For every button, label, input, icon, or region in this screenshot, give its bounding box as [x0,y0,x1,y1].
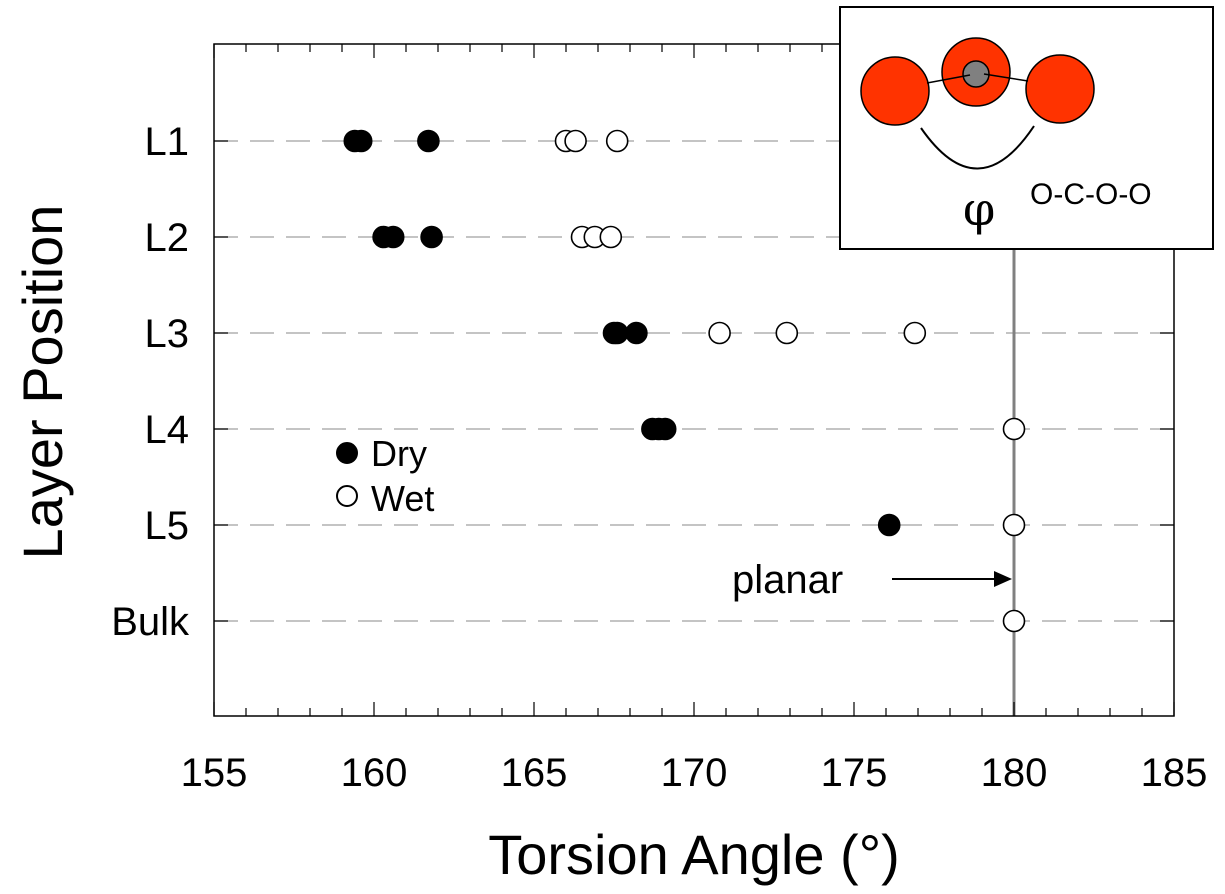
wet-point-bulk-11 [1002,609,1026,633]
legend-dry-label: Dry [371,433,427,474]
wet-point-l4-9 [1002,417,1026,441]
phi-symbol: φ [963,182,995,236]
wet-point-l1-1 [564,129,587,153]
x-tick-label-175: 175 [821,751,888,795]
dry-point-l1-2 [417,129,440,153]
x-tick-label-165: 165 [501,751,568,795]
dry-point-l4-11 [653,417,677,441]
y-category-label-l5: L5 [145,504,190,548]
wet-point-l3-6 [708,321,731,345]
wet-point-l3-7 [775,321,799,345]
legend-wet-label: Wet [371,478,434,519]
dry-point-l3-8 [625,321,648,345]
x-axis-title: Torsion Angle (°) [488,823,899,886]
wet-point-l2-5 [599,225,623,249]
dry-point-l3-7 [605,321,629,345]
carbon-atom [962,60,990,88]
bond-right [983,73,1029,82]
wet-point-l5-10 [1002,513,1026,537]
y-axis-title: Layer Position [11,205,74,560]
y-category-label-l4: L4 [145,408,190,452]
data-points [343,129,1026,633]
torsion-arc [920,125,1035,170]
planar-arrowhead [994,571,1012,587]
oxygen-atom-right [1025,54,1095,124]
x-tick-label-155: 155 [181,751,248,795]
bond-left [926,74,971,84]
dry-point-l2-5 [420,225,443,249]
y-category-label-l2: L2 [145,216,190,260]
wet-point-l3-8 [903,321,927,345]
x-tick-label-170: 170 [661,751,728,795]
legend-wet-marker [336,485,358,507]
x-tick-label-185: 185 [1141,751,1208,795]
x-tick-label-180: 180 [981,751,1048,795]
y-category-label-l3: L3 [145,312,190,356]
inset-label: O-C-O-O [1030,178,1152,211]
oxygen-atom-left [860,56,930,126]
y-category-label-bulk: Bulk [111,600,190,644]
legend: Dry Wet [336,433,434,519]
y-category-labels: L1 L2 L3 L4 L5 Bulk [111,120,190,644]
x-tick-label-160: 160 [341,751,408,795]
planar-annotation: planar [732,558,1012,602]
legend-dry-marker [336,442,358,464]
x-tick-labels: 155 160 165 170 175 180 185 [181,751,1208,795]
planar-label: planar [732,558,843,602]
dry-point-l2-4 [381,225,405,249]
y-category-label-l1: L1 [145,120,190,164]
inset-box [839,6,1214,250]
wet-point-l1-2 [605,129,629,153]
dry-point-l1-1 [349,129,373,153]
molecule-inset: φ O-C-O-O [839,6,1214,250]
dry-point-l5-12 [877,513,901,537]
